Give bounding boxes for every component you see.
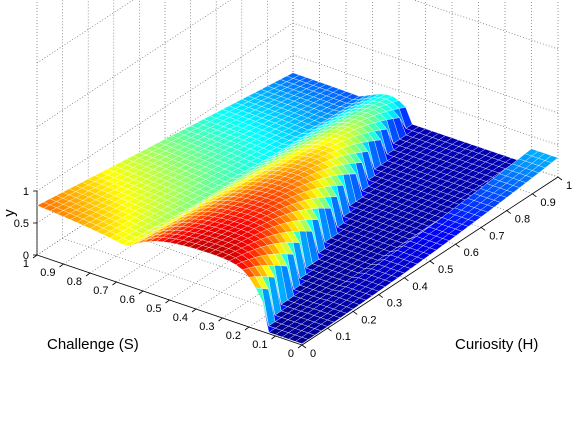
y-tick-label: 0.3 (199, 321, 214, 333)
y-tick-mark (297, 344, 303, 349)
x-tick-label: 0.8 (515, 214, 530, 226)
x-tick-mark (301, 344, 307, 349)
y-tick-mark (112, 281, 117, 286)
z-tick-label: 0.5 (14, 218, 29, 230)
y-tick-mark (138, 290, 144, 295)
x-tick-mark (327, 327, 332, 332)
x-tick-mark (352, 311, 358, 315)
y-tick-label: 0.1 (252, 339, 267, 351)
x-tick-mark (429, 260, 435, 265)
x-tick-label: 0.6 (464, 247, 479, 259)
surface-mesh (36, 72, 559, 344)
grid-line (36, 0, 232, 128)
x-tick-mark (455, 243, 460, 248)
grid-line (36, 22, 294, 192)
x-tick-mark (506, 210, 512, 214)
x-tick-label: 0 (310, 348, 316, 360)
x-tick-mark (404, 277, 409, 282)
x-tick-label: 0.3 (387, 298, 402, 310)
x-tick-label: 1 (566, 180, 572, 192)
x-tick-mark (480, 227, 486, 231)
y-tick-label: 0.5 (146, 303, 161, 315)
y-tick-mark (271, 335, 276, 340)
y-tick-mark (191, 308, 197, 313)
grid-line (36, 0, 134, 64)
x-tick-mark (557, 176, 563, 181)
z-tick-label: 1 (23, 186, 29, 198)
x-tick-mark (378, 294, 384, 298)
z-tick-label: 0 (23, 250, 29, 262)
x-tick-label: 0.1 (336, 331, 351, 343)
z-axis-label: y (1, 209, 18, 217)
y-tick-mark (165, 299, 170, 304)
y-tick-label: 0.4 (173, 312, 188, 324)
x-axis-label: Curiosity (H) (455, 336, 538, 353)
y-tick-label: 0 (288, 348, 294, 360)
x-tick-label: 0.4 (412, 281, 427, 293)
y-tick-mark (32, 254, 38, 259)
tick-labels: 00.10.20.30.40.50.60.70.80.9100.10.20.30… (14, 176, 572, 360)
y-tick-label: 1 (23, 258, 29, 270)
surface-cell (295, 337, 309, 344)
x-tick-mark (532, 193, 537, 198)
y-tick-mark (218, 317, 223, 322)
y-tick-label: 0.7 (93, 285, 108, 297)
x-tick-label: 0.7 (489, 230, 504, 242)
x-tick-label: 0.9 (540, 197, 555, 209)
y-tick-label: 0.9 (40, 267, 55, 279)
x-tick-label: 0.2 (361, 314, 376, 326)
y-tick-label: 0.6 (120, 294, 135, 306)
y-tick-mark (59, 263, 64, 268)
y-axis-label: Challenge (S) (47, 336, 139, 353)
x-tick-label: 0.5 (438, 264, 453, 276)
y-tick-mark (85, 272, 91, 277)
y-tick-label: 0.2 (226, 330, 241, 342)
y-tick-mark (244, 326, 250, 331)
y-tick-label: 0.8 (67, 276, 82, 288)
